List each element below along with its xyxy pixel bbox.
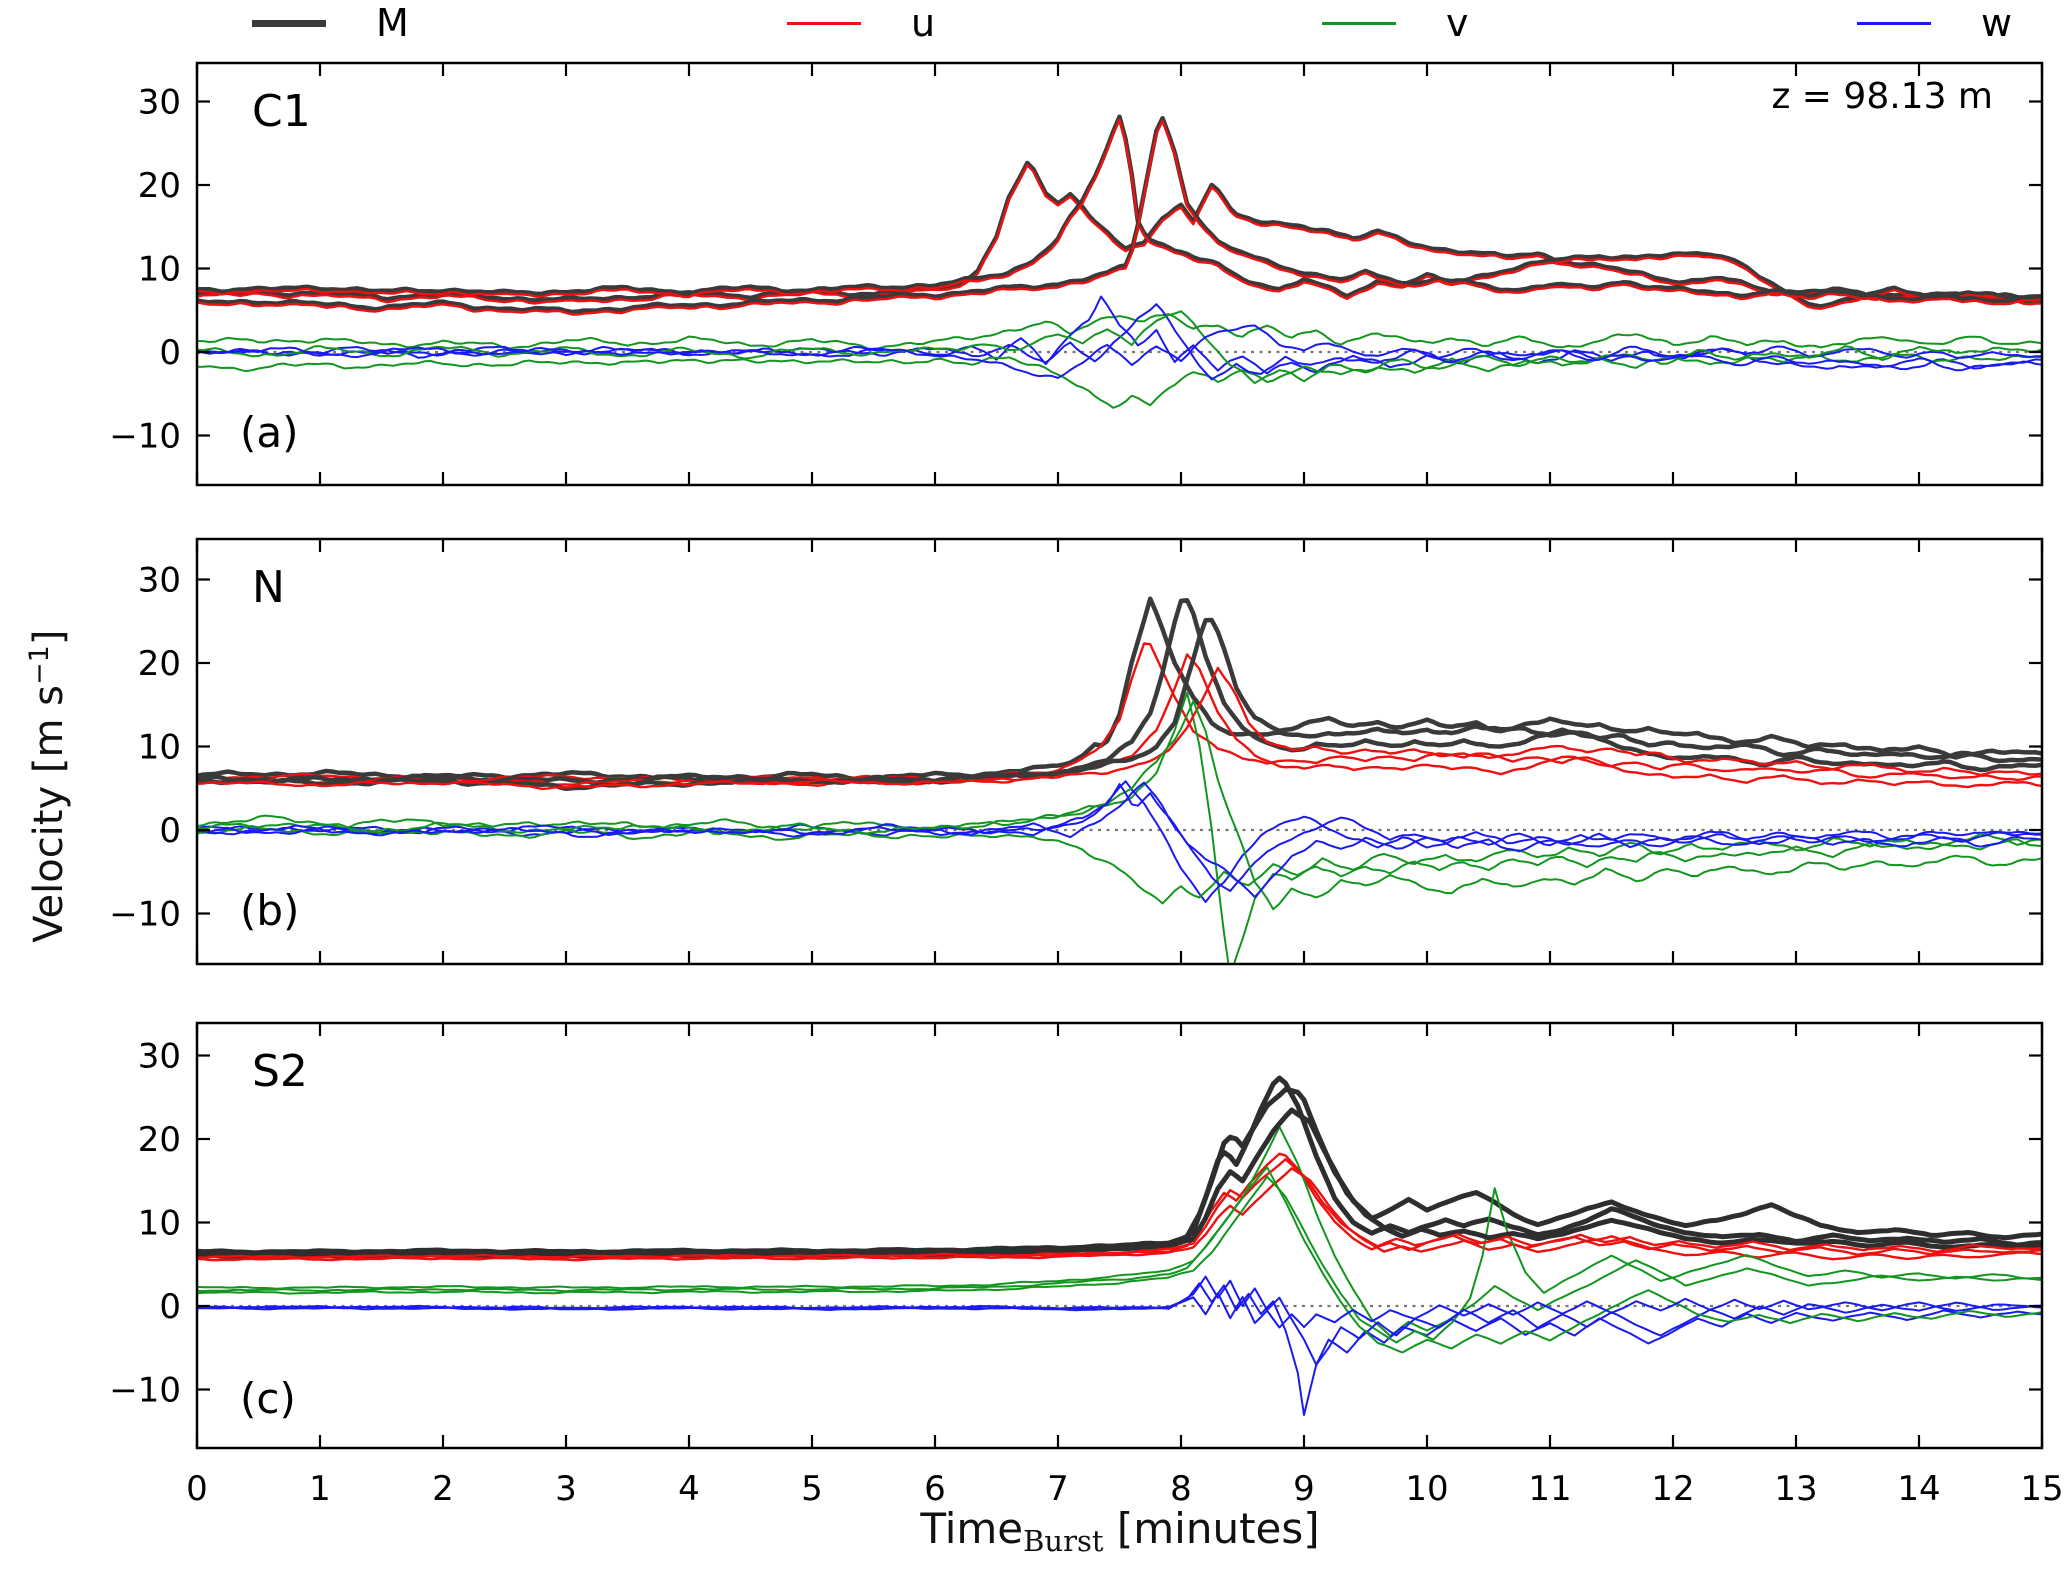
legend-line-u-icon bbox=[787, 21, 861, 25]
series-S2-M bbox=[197, 1087, 2042, 1256]
panel-border-S2 bbox=[195, 1021, 2044, 1450]
series-N-w bbox=[197, 783, 2042, 898]
y-tick-label: 0 bbox=[159, 811, 181, 851]
x-tick-label: 1 bbox=[309, 1469, 331, 1509]
y-tick-label: 0 bbox=[159, 333, 181, 373]
panel-border-C1 bbox=[195, 61, 2044, 487]
x-tick-label: 3 bbox=[555, 1469, 577, 1509]
series-S2-w bbox=[197, 1282, 2042, 1416]
x-tick-label: 5 bbox=[801, 1469, 823, 1509]
x-tick-label: 12 bbox=[1651, 1469, 1694, 1509]
panel-border-N bbox=[195, 537, 2044, 966]
legend-line-v-icon bbox=[1322, 21, 1396, 25]
y-tick-label: 30 bbox=[138, 561, 181, 601]
series-N-M bbox=[197, 597, 2042, 786]
panel-tag-b: (b) bbox=[240, 886, 300, 935]
y-tick-label: 30 bbox=[138, 1037, 181, 1077]
x-tick-label: 2 bbox=[432, 1469, 454, 1509]
y-tick-label: 20 bbox=[138, 166, 181, 206]
y-tick-label: 10 bbox=[138, 1204, 181, 1244]
series-N-v bbox=[197, 825, 2042, 905]
series-N-u bbox=[197, 642, 2042, 783]
y-tick-label: −10 bbox=[109, 417, 181, 457]
series-S2-v bbox=[197, 1125, 2042, 1337]
y-tick-label: 10 bbox=[138, 728, 181, 768]
x-tick-label: 15 bbox=[2020, 1469, 2063, 1509]
series-C1-u bbox=[197, 163, 2042, 305]
series-S2-u bbox=[197, 1158, 2042, 1259]
y-axis-label: Velocity [m s−1] bbox=[23, 629, 73, 943]
legend-label-u: u bbox=[911, 1, 936, 45]
panel-tag-c: (c) bbox=[240, 1374, 296, 1423]
legend-label-M: M bbox=[376, 1, 409, 45]
series-C1-v bbox=[197, 313, 2042, 351]
x-axis-label: TimeBurst [minutes] bbox=[920, 1504, 1320, 1558]
series-C1-M bbox=[197, 160, 2042, 303]
series-C1-v bbox=[197, 310, 2042, 385]
panel-tag-a: (a) bbox=[240, 408, 299, 457]
x-tick-label: 13 bbox=[1774, 1469, 1817, 1509]
series-N-u bbox=[197, 666, 2042, 790]
x-tick-label: 11 bbox=[1528, 1469, 1571, 1509]
x-tick-label: 4 bbox=[678, 1469, 700, 1509]
series-C1-u bbox=[197, 120, 2042, 316]
y-tick-label: 10 bbox=[138, 250, 181, 290]
series-N-v bbox=[197, 700, 2042, 911]
series-S2-M bbox=[197, 1075, 2042, 1257]
legend-entry-u: u bbox=[787, 0, 935, 46]
legend-label-v: v bbox=[1446, 1, 1469, 45]
x-tick-label: 0 bbox=[186, 1469, 208, 1509]
series-S2-M bbox=[197, 1107, 2042, 1259]
panel-label-N: N bbox=[252, 562, 285, 613]
series-N-M bbox=[197, 617, 2042, 792]
series-C1-u bbox=[197, 118, 2042, 310]
x-tick-label: 8 bbox=[1170, 1469, 1192, 1509]
legend-entry-M: M bbox=[252, 0, 409, 46]
x-tick-label: 7 bbox=[1047, 1469, 1069, 1509]
x-tick-label: 10 bbox=[1405, 1469, 1448, 1509]
height-annotation: z = 98.13 m bbox=[1771, 76, 1993, 117]
y-tick-label: 20 bbox=[138, 1120, 181, 1160]
legend-label-w: w bbox=[1981, 1, 2013, 45]
x-tick-label: 14 bbox=[1897, 1469, 1940, 1509]
legend-entry-w: w bbox=[1857, 0, 2012, 46]
panel-label-C1: C1 bbox=[252, 86, 311, 137]
y-tick-label: −10 bbox=[109, 1371, 181, 1411]
series-S2-w bbox=[197, 1275, 2042, 1366]
x-tick-label: 9 bbox=[1293, 1469, 1315, 1509]
legend-line-w-icon bbox=[1857, 21, 1931, 25]
legend-entry-v: v bbox=[1322, 0, 1469, 46]
series-C1-w bbox=[197, 324, 2042, 379]
series-S2-u bbox=[197, 1167, 2042, 1262]
y-tick-label: 20 bbox=[138, 644, 181, 684]
y-tick-label: 30 bbox=[138, 83, 181, 123]
y-tick-label: −10 bbox=[109, 895, 181, 935]
panel-label-S2: S2 bbox=[252, 1046, 308, 1097]
series-C1-M bbox=[197, 114, 2042, 309]
series-S2-v bbox=[197, 1166, 2042, 1354]
series-S2-w bbox=[197, 1292, 2042, 1329]
series-N-M bbox=[197, 596, 2042, 783]
series-C1-w bbox=[197, 303, 2042, 381]
series-S2-v bbox=[197, 1175, 2042, 1344]
y-tick-label: 0 bbox=[159, 1287, 181, 1327]
legend-line-M-icon bbox=[252, 19, 326, 27]
series-N-v bbox=[197, 691, 2042, 964]
x-tick-label: 6 bbox=[924, 1469, 946, 1509]
series-C1-v bbox=[197, 352, 2042, 409]
series-C1-M bbox=[197, 115, 2042, 315]
